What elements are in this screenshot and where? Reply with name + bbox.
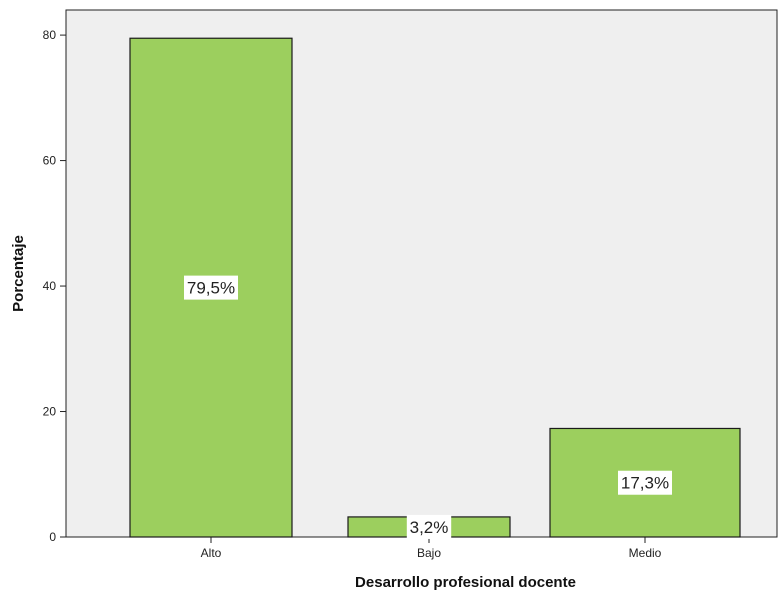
data-label-box-0 xyxy=(184,275,238,300)
y-tick-label-0: 0 xyxy=(49,530,56,544)
y-tick-label-4: 80 xyxy=(43,28,57,42)
y-axis: 0 20 40 60 80 xyxy=(43,28,66,544)
x-tick-label-alto: Alto xyxy=(201,546,222,560)
y-tick-label-3: 60 xyxy=(43,154,57,168)
data-label-box-1 xyxy=(406,514,452,539)
x-tick-label-medio: Medio xyxy=(629,546,662,560)
x-axis: Alto Bajo Medio xyxy=(201,537,662,560)
y-tick-label-2: 40 xyxy=(43,279,57,293)
x-axis-title: Desarrollo profesional docente xyxy=(355,574,576,591)
data-labels: 79,5% 3,2% 17,3% xyxy=(184,275,672,539)
y-tick-label-1: 20 xyxy=(43,405,57,419)
data-label-box-2 xyxy=(618,470,672,495)
x-tick-label-bajo: Bajo xyxy=(417,546,441,560)
data-label-alto: 79,5% xyxy=(187,279,235,298)
data-label-medio: 17,3% xyxy=(621,474,669,493)
y-axis-title: Porcentaje xyxy=(10,235,27,312)
data-label-bajo: 3,2% xyxy=(410,518,449,537)
